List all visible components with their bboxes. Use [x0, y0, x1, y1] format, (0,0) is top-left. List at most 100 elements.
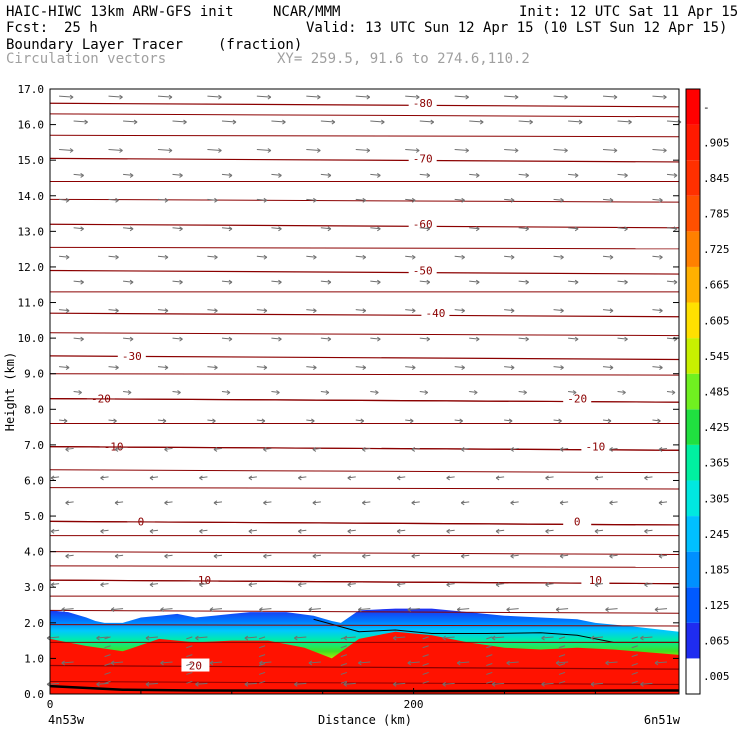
circulation-vector-head: [199, 582, 203, 588]
circulation-vector: [306, 309, 317, 312]
circulation-vector-head: [313, 254, 317, 260]
circulation-vector-head: [129, 336, 134, 342]
circulation-vector-head: [415, 94, 420, 100]
circulation-vector-head: [179, 226, 183, 232]
circulation-vector: [355, 366, 366, 369]
circulation-vector: [602, 419, 612, 422]
circulation-vector: [343, 636, 356, 639]
circulation-vector: [157, 255, 169, 258]
colorbar-tick-label: .605: [703, 314, 730, 327]
temperature-contour-line: [49, 624, 680, 627]
circulation-vector-head: [594, 582, 599, 588]
circulation-vector-head: [65, 254, 70, 260]
circulation-vector: [545, 476, 554, 479]
forecast-hour: 25 h: [64, 20, 98, 36]
circulation-vector: [149, 583, 159, 586]
colorbar-cell: [686, 89, 700, 125]
circulation-vector: [172, 173, 183, 176]
circulation-vector-head: [100, 582, 104, 588]
circulation-vector: [370, 120, 385, 123]
circulation-vector: [221, 173, 233, 176]
circulation-vector: [556, 608, 569, 611]
circulation-vector: [172, 280, 183, 283]
circulation-vector-head: [491, 635, 496, 641]
circulation-vector-head: [50, 582, 55, 588]
circulation-vector: [312, 554, 321, 557]
circulation-vector: [59, 255, 70, 258]
circulation-vector-head: [411, 447, 416, 452]
circulation-vector: [248, 476, 257, 479]
circulation-vector: [115, 447, 124, 450]
circulation-vector: [419, 337, 430, 340]
circulation-vector-head: [311, 418, 315, 424]
colorbar-tick-label: .665: [703, 279, 730, 292]
circulation-vector-head: [209, 660, 214, 666]
circulation-vector-head: [624, 279, 628, 285]
colorbar-tick-label: .845: [703, 172, 730, 185]
circulation-vector-head: [396, 475, 401, 481]
circulation-vector: [492, 636, 505, 639]
circulation-vector: [256, 366, 267, 369]
circulation-vector: [454, 149, 469, 151]
circulation-vector-head: [460, 500, 465, 506]
circulation-vector: [306, 366, 317, 369]
circulation-vector: [518, 391, 527, 393]
circulation-vector: [213, 554, 223, 557]
circulation-vector: [469, 227, 480, 230]
circulation-vector: [370, 391, 379, 393]
circulation-vector-head: [659, 197, 663, 203]
circulation-vector-head: [347, 528, 352, 534]
circulation-vector: [123, 227, 134, 230]
circulation-vector-head: [199, 528, 203, 534]
circulation-vector: [617, 120, 632, 123]
circulation-vector: [207, 149, 222, 151]
circulation-vector-head: [65, 447, 69, 452]
circulation-vector: [186, 680, 193, 684]
circulation-vector: [666, 280, 678, 283]
circulation-vector-head: [228, 336, 233, 342]
circulation-vector-head: [114, 553, 119, 559]
circulation-vector-head: [613, 148, 618, 153]
circulation-vector: [504, 149, 519, 151]
circulation-vector: [422, 654, 429, 658]
circulation-vector: [59, 366, 70, 369]
circulation-vector: [145, 682, 159, 685]
circulation-vector-head: [145, 635, 150, 641]
circulation-vector-head: [564, 94, 568, 100]
circulation-vector-head: [510, 197, 515, 203]
circulation-vector: [504, 419, 513, 422]
circulation-vector-head: [442, 681, 446, 687]
circulation-vector-head: [411, 553, 416, 559]
circulation-vector: [504, 255, 515, 258]
circulation-vector-head: [218, 94, 222, 100]
circulation-vector-head: [248, 582, 253, 588]
circulation-vector-head: [525, 172, 529, 178]
circulation-vector-head: [263, 365, 268, 371]
circulation-vector: [590, 636, 604, 639]
temperature-contour-line: [49, 664, 680, 670]
circulation-vector-head: [411, 197, 416, 203]
circulation-vector: [347, 476, 356, 479]
circulation-vector: [666, 173, 678, 176]
circulation-vector-head: [282, 119, 286, 125]
circulation-vector-head: [149, 475, 154, 481]
circulation-vector: [164, 501, 173, 504]
temperature-contour-line: [49, 223, 680, 229]
circulation-vector: [568, 337, 579, 340]
circulation-vector: [558, 645, 566, 649]
circulation-vector: [263, 447, 272, 450]
circulation-vector-head: [491, 681, 496, 687]
y-tick-label: 12.0: [18, 261, 45, 274]
circulation-vector: [609, 501, 618, 504]
circulation-vector-head: [50, 528, 55, 534]
circulation-vector: [306, 255, 317, 258]
circulation-vector-head: [133, 119, 138, 125]
circulation-vector: [654, 608, 668, 611]
circulation-vector: [172, 120, 187, 123]
circulation-vector: [644, 476, 653, 479]
circulation-vector-head: [362, 308, 367, 314]
circulation-vector: [172, 337, 183, 340]
circulation-vector: [411, 447, 420, 450]
circulation-vector: [422, 680, 429, 684]
circulation-vector-head: [446, 582, 450, 588]
